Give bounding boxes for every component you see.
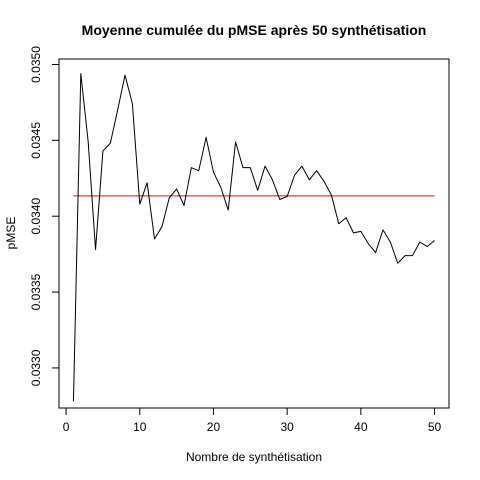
y-tick-label: 0.0330 <box>29 349 43 386</box>
x-axis-label: Nombre de synthétisation <box>186 450 322 464</box>
chart-title: Moyenne cumulée du pMSE après 50 synthét… <box>82 22 427 38</box>
x-tick-label: 40 <box>354 420 368 434</box>
y-tick-label: 0.0345 <box>29 122 43 159</box>
x-tick-label: 30 <box>280 420 294 434</box>
x-tick-label: 10 <box>133 420 147 434</box>
x-axis: 0 10 20 30 40 50 <box>63 407 442 434</box>
y-tick-label: 0.0335 <box>29 273 43 310</box>
y-axis-label: pMSE <box>4 217 18 250</box>
x-tick-label: 50 <box>428 420 442 434</box>
y-tick-label: 0.0350 <box>29 46 43 83</box>
cumulative-mean-line <box>72 73 435 402</box>
x-tick-label: 20 <box>207 420 221 434</box>
y-axis: 0.0330 0.0335 0.0340 0.0345 0.0350 <box>29 46 60 386</box>
plot-lines <box>72 73 435 402</box>
x-tick-label: 0 <box>63 420 70 434</box>
y-tick-label: 0.0340 <box>29 198 43 235</box>
